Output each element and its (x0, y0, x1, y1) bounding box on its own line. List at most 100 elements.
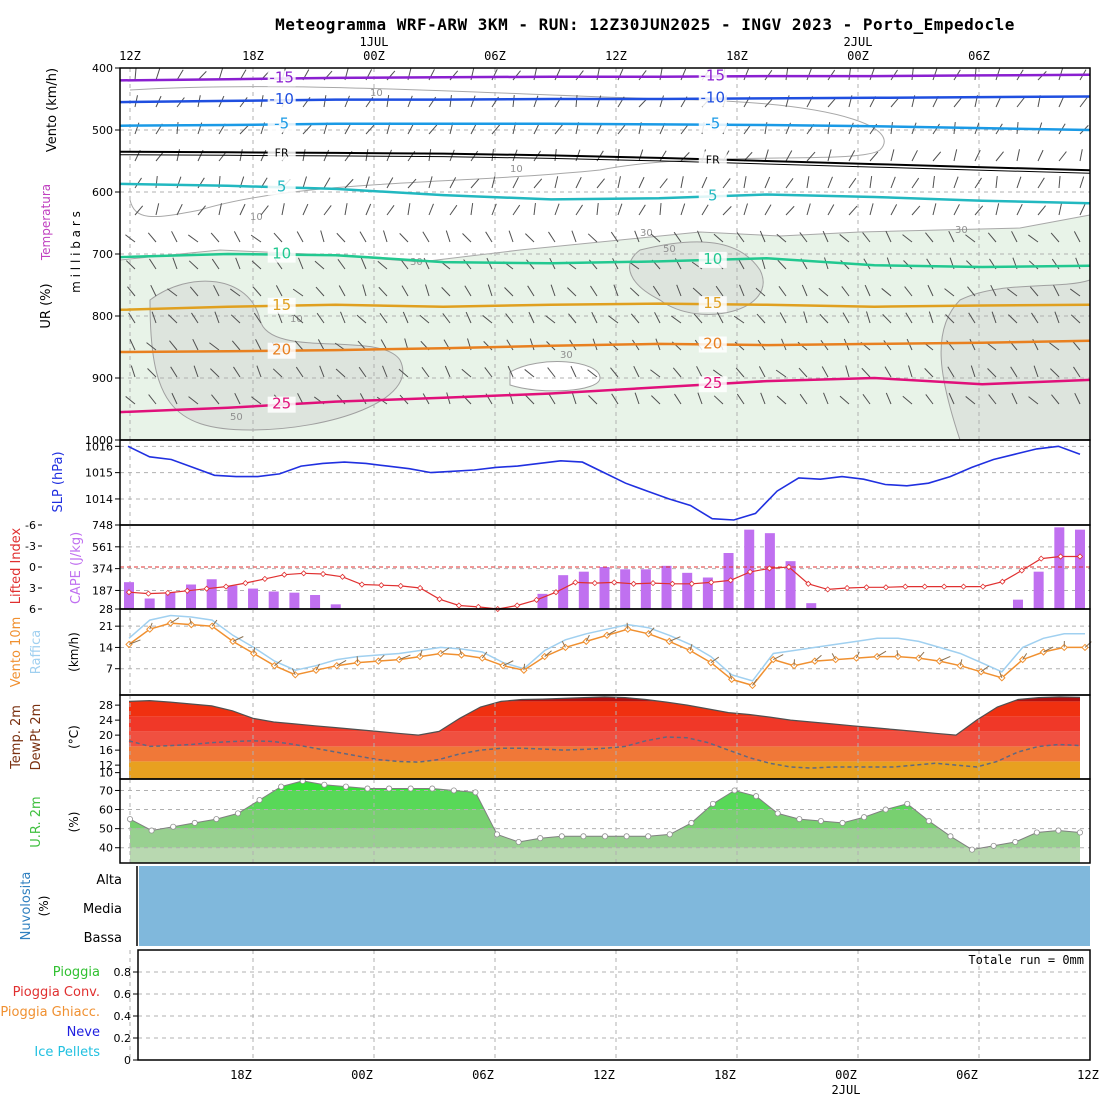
wind-barb (848, 122, 854, 135)
wind-barb (965, 234, 976, 243)
wind-barb (905, 312, 913, 324)
top-tick-label: 18Z (242, 49, 264, 63)
isotherm-5 (119, 182, 1091, 205)
isotherm-freezing (119, 150, 1091, 172)
wind-barb (928, 311, 934, 324)
wind-barb (1058, 151, 1067, 162)
wind-barb (386, 204, 395, 216)
y-tick-label: 50 (99, 823, 113, 836)
isotherm-label: 5 (708, 186, 718, 204)
wind-barb (545, 315, 556, 324)
wind-barb (444, 365, 451, 378)
wind-barb (533, 203, 536, 216)
y-tick-label: 24 (99, 714, 113, 727)
wind-barb (596, 95, 602, 108)
li-point (611, 579, 618, 586)
wind-barb (293, 314, 304, 324)
wind-barb (172, 257, 178, 270)
wind-barb (147, 232, 157, 243)
li-series-line (128, 555, 1080, 610)
y-tick-label: 40 (99, 842, 113, 855)
wind-barb (965, 396, 976, 405)
rh2m-point (666, 831, 673, 838)
wind-barb (862, 393, 871, 405)
wind-barb (365, 124, 375, 135)
wind-barb (449, 204, 458, 216)
li-point (649, 580, 657, 587)
isotherm-label: 25 (272, 395, 291, 413)
rh-contour-label: 50 (663, 244, 676, 255)
wind-barb (528, 311, 535, 324)
wind-barb (869, 176, 873, 189)
rh2m-point (602, 833, 609, 840)
wind-barb (340, 311, 346, 324)
wind-barb (337, 258, 346, 270)
wind-barb (701, 204, 709, 216)
rh2m-point (1055, 827, 1062, 834)
wind-barb (932, 203, 937, 216)
wind-barb (827, 149, 832, 162)
rh2m-band (130, 809, 1080, 829)
wind-barb (188, 396, 199, 405)
wind-barb (421, 366, 430, 378)
wind-barb (386, 95, 390, 108)
y-tick-label: 374 (92, 563, 113, 576)
wind-barb (610, 231, 619, 243)
cape-bar (620, 569, 631, 609)
wind-point (312, 666, 320, 674)
wind-barb (776, 395, 787, 405)
cape-bar (785, 561, 796, 609)
cape-bar (682, 572, 693, 609)
cape-bar (206, 579, 217, 609)
wind-barb (482, 315, 493, 324)
wind-barb (848, 177, 857, 189)
wind-barb (630, 313, 640, 324)
wind-barb (743, 68, 749, 81)
precip-legend-5: Ice Pellets (34, 1045, 100, 1060)
wind-barb (151, 311, 157, 324)
wind-barb (529, 338, 535, 351)
cape-bar (661, 565, 672, 609)
cape-bar (640, 569, 651, 609)
isotherm-label-bg (267, 92, 296, 109)
isotherm-label-bg (267, 396, 296, 413)
wind-barb (890, 122, 893, 135)
side-label: Raffica (29, 630, 44, 674)
wind-barb (491, 176, 496, 189)
wind-barb (617, 124, 626, 135)
rh2m-point (969, 846, 976, 853)
wind-barb (953, 149, 958, 162)
wind-barb (799, 232, 808, 243)
wind-barb (571, 230, 577, 243)
wind-barb (302, 203, 309, 216)
wind-barb (1079, 149, 1083, 162)
wind-barb (316, 312, 325, 324)
wind-barb (171, 231, 178, 243)
y-tick-label: 16 (99, 744, 113, 757)
wind-barb (945, 314, 955, 324)
y-tick-label: 800 (92, 310, 113, 323)
li-point (999, 578, 1006, 585)
wind-barb (484, 367, 493, 378)
y-tick-label: 187 (92, 584, 113, 597)
wind-arrow (561, 640, 566, 648)
wind-barb (1037, 205, 1046, 216)
isotherm-label-bg (698, 68, 727, 85)
y-tick-label: 70 (99, 784, 113, 797)
y-tick-label: 10 (99, 767, 113, 780)
wind-barb (634, 230, 640, 243)
wind-barb (134, 177, 142, 189)
wind-barb (650, 369, 661, 378)
cape-bar (599, 567, 610, 609)
wind-barb (755, 287, 766, 297)
wind-barb (676, 284, 682, 297)
wind-barb (470, 203, 474, 216)
wind-barb (358, 366, 367, 378)
bottom-time-axis: 18Z 00Z 06Z 12Z 18Z 00Z 06Z 12Z 2JUL (230, 1068, 1099, 1097)
wind-barb (148, 394, 157, 405)
wind-barb (134, 205, 144, 216)
wind-point (727, 675, 736, 684)
rh2m-point (947, 833, 954, 840)
panel-frame (119, 608, 1091, 696)
wind-point (831, 655, 840, 664)
